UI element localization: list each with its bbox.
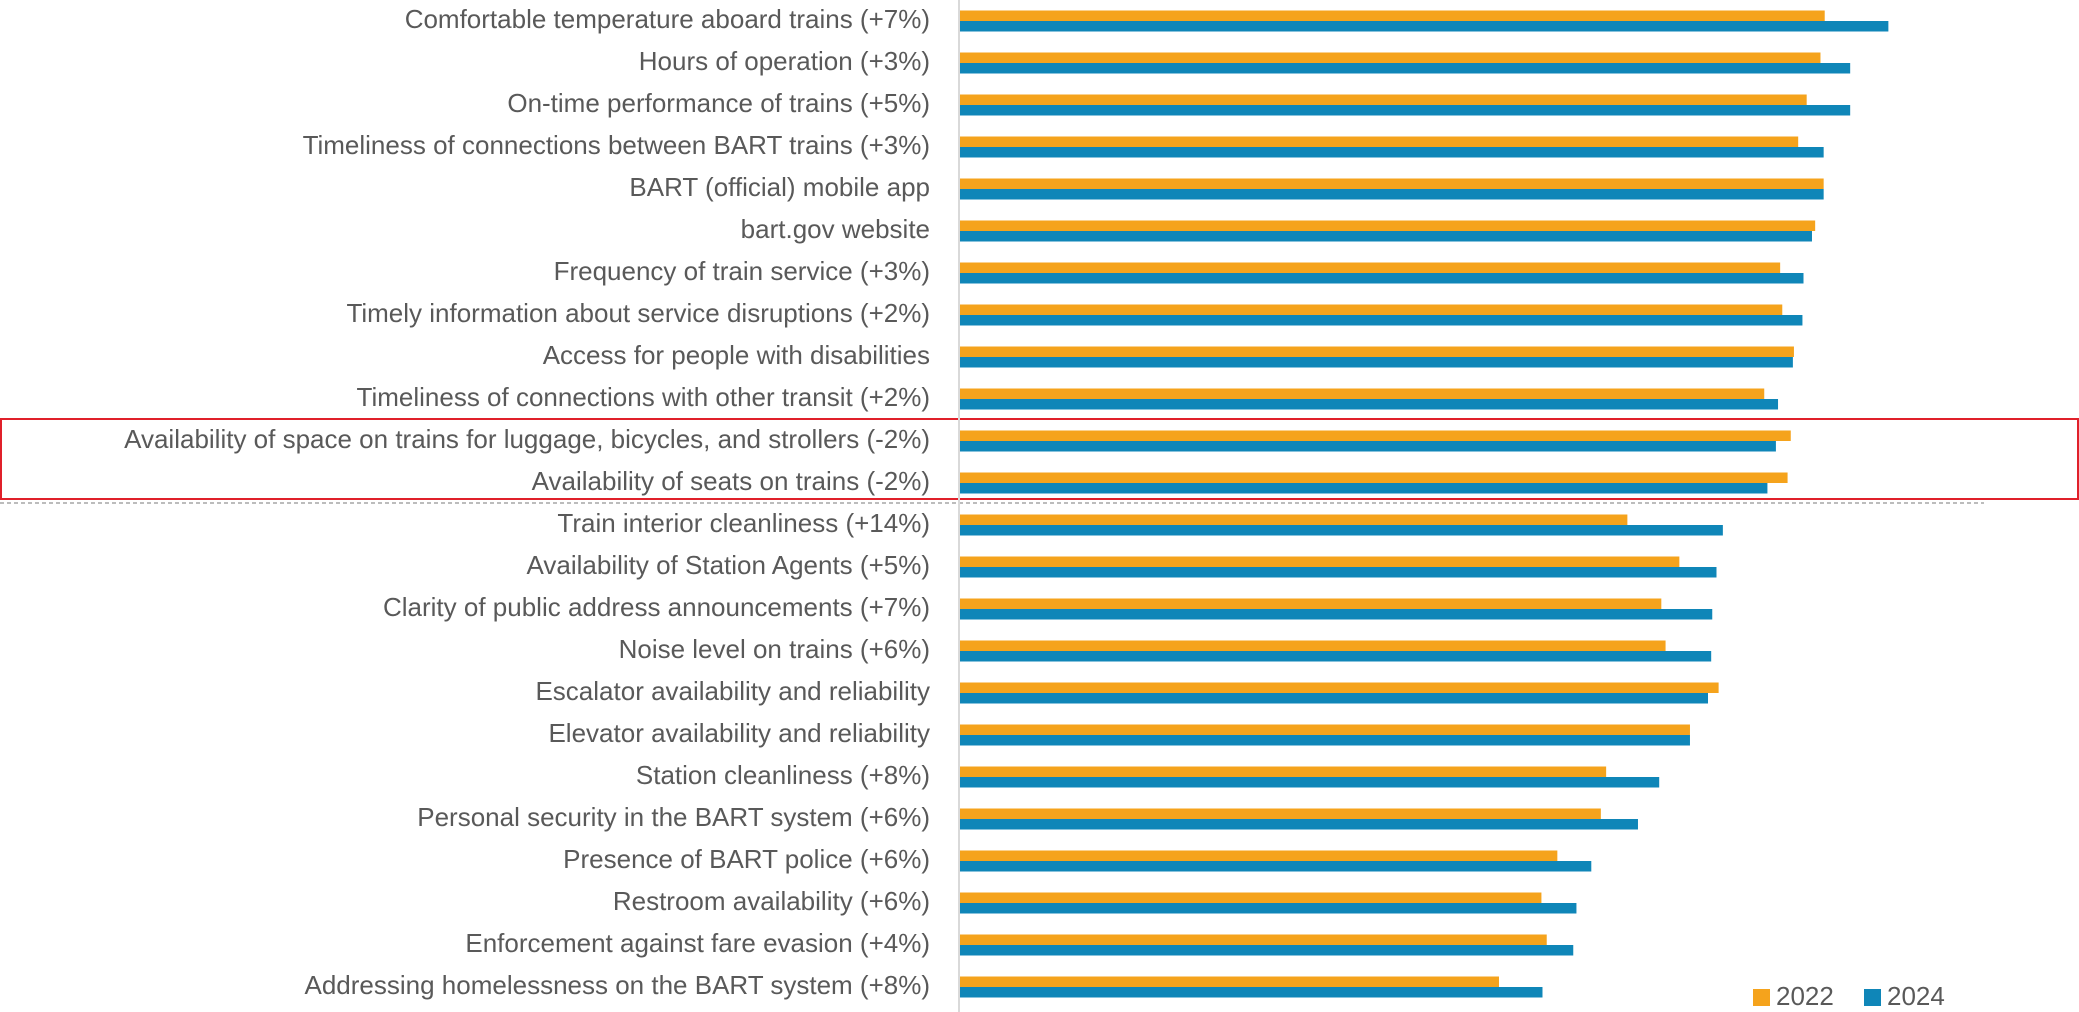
bar: [960, 136, 1799, 147]
bar: [960, 315, 1803, 326]
category-label: Station cleanliness (+8%): [636, 760, 930, 790]
category-label: Timeliness of connections between BART t…: [303, 130, 930, 160]
bar: [960, 850, 1558, 861]
legend-label: 2024: [1887, 981, 1945, 1011]
category-label: Clarity of public address announcements …: [383, 592, 930, 622]
bar: [960, 52, 1821, 63]
bar: [960, 346, 1794, 357]
category-label: Frequency of train service (+3%): [554, 256, 930, 286]
bar: [960, 105, 1851, 116]
bar: [960, 987, 1543, 998]
bar: [960, 441, 1776, 452]
category-label: Availability of space on trains for lugg…: [124, 424, 930, 454]
bar: [960, 262, 1781, 273]
category-label: Presence of BART police (+6%): [563, 844, 930, 874]
bar: [960, 399, 1779, 410]
category-label: Restroom availability (+6%): [613, 886, 930, 916]
bar: [960, 861, 1592, 872]
bar: [960, 819, 1638, 830]
highlight-box: [0, 418, 2079, 500]
bar: [960, 640, 1666, 651]
legend-swatch: [1753, 989, 1770, 1006]
bar: [960, 472, 1788, 483]
bar: [960, 231, 1812, 242]
category-label: Escalator availability and reliability: [535, 676, 930, 706]
category-label: Availability of Station Agents (+5%): [527, 550, 930, 580]
bar: [960, 514, 1628, 525]
legend-swatch: [1864, 989, 1881, 1006]
category-label: On-time performance of trains (+5%): [507, 88, 930, 118]
category-label: Personal security in the BART system (+6…: [417, 802, 930, 832]
bar: [960, 63, 1851, 74]
category-label: Elevator availability and reliability: [548, 718, 930, 748]
category-label: bart.gov website: [741, 214, 930, 244]
category-label: Train interior cleanliness (+14%): [557, 508, 930, 538]
category-label: Availability of seats on trains (-2%): [532, 466, 930, 496]
bar: [960, 609, 1713, 620]
bar: [960, 304, 1783, 315]
bar: [960, 724, 1690, 735]
category-label: Access for people with disabilities: [543, 340, 930, 370]
bar: [960, 651, 1712, 662]
bar: [960, 525, 1723, 536]
bar: [960, 567, 1717, 578]
category-label: Hours of operation (+3%): [639, 46, 930, 76]
bar: [960, 178, 1824, 189]
bar: [960, 903, 1577, 914]
bar: [960, 94, 1807, 105]
bar: [960, 693, 1709, 704]
bar: [960, 189, 1824, 200]
bar: [960, 766, 1607, 777]
bar: [960, 430, 1791, 441]
bar: [960, 934, 1547, 945]
bar: [960, 357, 1793, 368]
bar: [960, 945, 1574, 956]
bar: [960, 892, 1542, 903]
bar: [960, 483, 1768, 494]
bar: [960, 808, 1601, 819]
bar: [960, 388, 1765, 399]
category-label: BART (official) mobile app: [629, 172, 930, 202]
bar: [960, 682, 1719, 693]
bar: [960, 598, 1662, 609]
category-label: Comfortable temperature aboard trains (+…: [405, 4, 930, 34]
bar: [960, 220, 1816, 231]
category-label: Noise level on trains (+6%): [619, 634, 930, 664]
bar: [960, 147, 1824, 158]
category-label: Addressing homelessness on the BART syst…: [305, 970, 931, 1000]
bar: [960, 556, 1680, 567]
category-label: Timeliness of connections with other tra…: [357, 382, 930, 412]
bar: [960, 10, 1825, 21]
bar: [960, 735, 1690, 746]
bar: [960, 976, 1499, 987]
category-label: Timely information about service disrupt…: [346, 298, 930, 328]
legend-label: 2022: [1776, 981, 1834, 1011]
category-label: Enforcement against fare evasion (+4%): [465, 928, 930, 958]
bar: [960, 777, 1660, 788]
bar: [960, 273, 1804, 284]
bar: [960, 21, 1889, 32]
